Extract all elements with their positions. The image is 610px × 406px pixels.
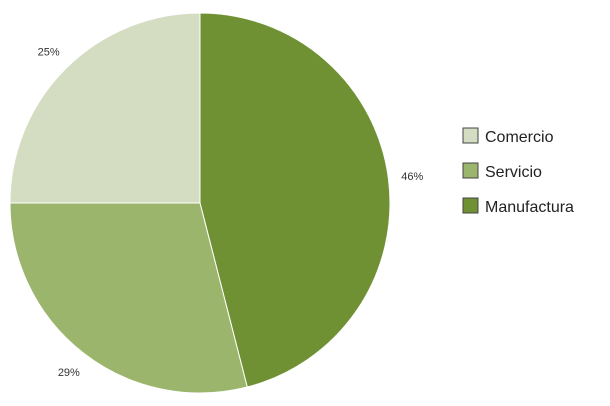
slices-layer — [9, 12, 391, 394]
value-labels-layer: 46% 29% 25% — [38, 47, 424, 379]
pie-slice-manufactura — [199, 12, 391, 388]
legend-swatch-comercio — [462, 127, 479, 144]
legend-label-comercio: Comercio — [485, 129, 554, 146]
pie-slice-comercio — [9, 12, 201, 204]
value-label-manufactura: 46% — [401, 171, 423, 183]
pie-slice-servicio — [9, 202, 248, 394]
legend-label-servicio: Servicio — [485, 164, 542, 181]
legend-swatch-manufactura — [462, 197, 479, 214]
value-label-comercio: 25% — [38, 47, 60, 59]
legend-label-manufactura: Manufactura — [485, 199, 574, 216]
value-label-servicio: 29% — [58, 367, 80, 379]
legend: Comercio Servicio Manufactura — [462, 127, 574, 216]
legend-swatch-servicio — [462, 162, 479, 179]
